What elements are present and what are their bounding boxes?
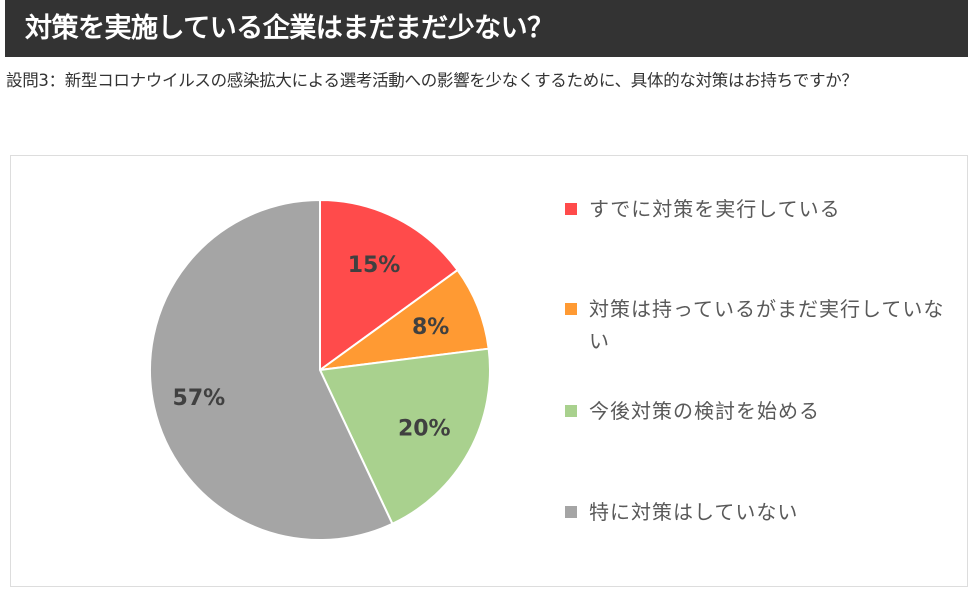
legend-item-1: 対策は持っているがまだ実行していない: [565, 293, 955, 357]
legend-swatch: [565, 506, 577, 518]
legend-label: 今後対策の検討を始める: [589, 399, 820, 423]
legend-item-2: 今後対策の検討を始める: [565, 395, 955, 427]
legend-label: 対策は持っているがまだ実行していない: [589, 297, 945, 353]
data-label-3: 57%: [173, 386, 226, 411]
question-text: 設問3：新型コロナウイルスの感染拡大による選考活動への影響を少なくするために、具…: [6, 71, 858, 90]
legend-item-3: 特に対策はしていない: [565, 496, 955, 528]
pie-slice-3: [149, 198, 394, 541]
legend-swatch: [565, 203, 577, 215]
pie-slice-0: [319, 198, 459, 372]
legend-swatch: [565, 405, 577, 417]
legend-label: すでに対策を実行している: [589, 197, 841, 221]
section-header: 対策を実施している企業はまだまだ少ない？: [5, 0, 968, 57]
data-label-0: 15%: [348, 253, 401, 278]
legend-label: 特に対策はしていない: [589, 500, 799, 524]
data-label-1: 8%: [412, 315, 449, 340]
pie-slice-2: [318, 347, 491, 526]
legend-swatch: [565, 303, 577, 315]
legend-item-0: すでに対策を実行している: [565, 193, 955, 225]
data-label-2: 20%: [398, 416, 451, 441]
